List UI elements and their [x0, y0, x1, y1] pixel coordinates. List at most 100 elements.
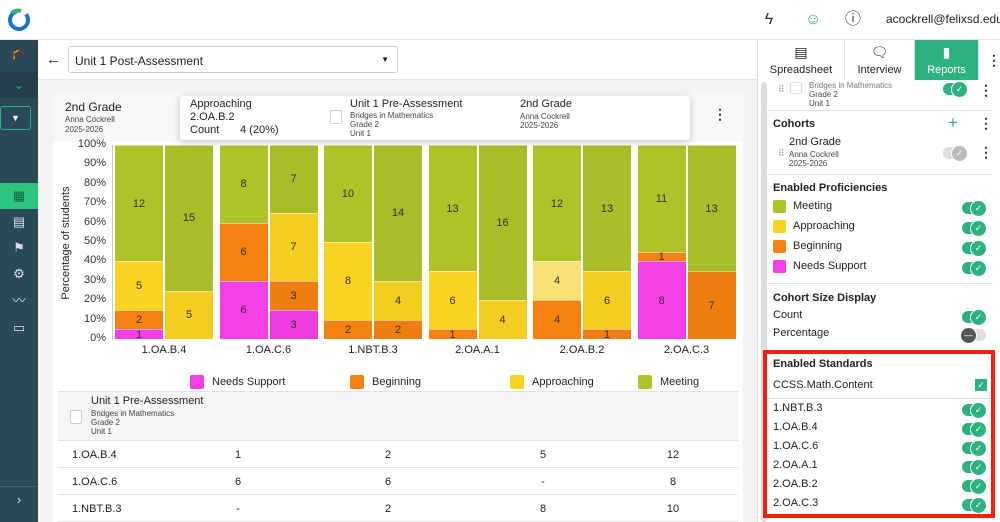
proficiency-toggle[interactable]	[962, 200, 987, 217]
bar-segment-beginning[interactable]: 4	[533, 300, 581, 339]
bar-segment-approaching[interactable]: 6	[428, 271, 477, 330]
standard-label: 2.OA.B.2	[773, 478, 818, 490]
bar-segment-beginning[interactable]: 6	[219, 222, 268, 281]
tab-interview[interactable]: 🗨 Interview	[845, 40, 915, 80]
pre-bar[interactable]: 4 4 12	[533, 145, 581, 339]
bar-segment-beginning[interactable]: 1	[637, 251, 686, 263]
bar-segment-beginning[interactable]: 3	[269, 280, 318, 310]
bolt-icon[interactable]: ϟ	[764, 11, 774, 28]
add-cohort-icon[interactable]: +	[948, 113, 958, 132]
bar-segment-meeting[interactable]: 13	[687, 145, 736, 272]
standard-toggle[interactable]	[962, 478, 987, 495]
tab-reports[interactable]: ▮ Reports	[915, 40, 979, 80]
trend-icon[interactable]: 〰	[12, 293, 26, 308]
back-arrow-icon[interactable]: ←	[46, 51, 61, 68]
pre-bar[interactable]: 2 8 10	[324, 145, 372, 339]
cohorts-menu-icon[interactable]: ⋮	[979, 115, 993, 131]
legend-item[interactable]: Beginning	[350, 375, 421, 389]
bar-segment-meeting[interactable]: 15	[165, 145, 213, 291]
standard-toggle[interactable]	[962, 402, 987, 419]
bar-segment-needs-support[interactable]: 6	[219, 280, 268, 339]
drag-handle-icon[interactable]: ⠿	[778, 84, 785, 94]
drag-handle-icon[interactable]: ⠿	[778, 148, 785, 158]
pre-bar[interactable]: 1 6 13	[428, 145, 477, 341]
bar-segment-approaching[interactable]: 8	[324, 242, 372, 320]
post-bar[interactable]: 2 4 14	[374, 145, 422, 339]
cohort-menu-icon[interactable]: ⋮	[979, 144, 993, 160]
assessment-select[interactable]: Unit 1 Post-Assessment ▼	[68, 46, 398, 73]
bar-segment-beginning[interactable]: 1	[583, 329, 631, 341]
pre-bar[interactable]: 8 1 11	[637, 145, 686, 339]
standard-toggle[interactable]	[962, 459, 987, 476]
post-bar[interactable]: 1 6 13	[583, 145, 631, 341]
tab-spreadsheet[interactable]: ▤ Spreadsheet	[758, 40, 845, 80]
bar-segment-meeting[interactable]: 12	[533, 145, 581, 262]
percentage-toggle[interactable]	[960, 327, 986, 344]
bar-segment-beginning[interactable]: 2	[115, 309, 163, 330]
proficiencies-title: Enabled Proficiencies	[773, 182, 888, 194]
bar-segment-beginning[interactable]: 2	[324, 319, 372, 339]
bar-segment-approaching[interactable]: 5	[165, 290, 213, 339]
count-toggle[interactable]	[962, 309, 987, 326]
bar-segment-approaching[interactable]: 4	[374, 280, 422, 320]
avatar-icon[interactable]: ☺	[804, 11, 822, 28]
bar-segment-beginning[interactable]: 1	[428, 329, 477, 341]
bar-segment-needs-support[interactable]: 1	[115, 329, 163, 341]
cohort-toggle[interactable]	[943, 145, 968, 162]
standard-toggle[interactable]	[962, 440, 987, 457]
gear-icon[interactable]: ⚙	[13, 266, 25, 281]
bar-segment-meeting[interactable]: 10	[324, 145, 372, 242]
proficiency-toggle[interactable]	[962, 220, 987, 237]
bar-segment-approaching[interactable]: 5	[115, 261, 163, 310]
document-icon[interactable]: ▤	[12, 214, 26, 229]
bar-segment-approaching[interactable]: 7	[269, 212, 318, 281]
data-label: 4	[553, 275, 561, 288]
post-bar[interactable]: 4 16	[478, 145, 527, 339]
expand-icon[interactable]: ›	[0, 486, 38, 512]
chevron-down-icon[interactable]: ⌄	[0, 72, 38, 98]
legend-swatch	[638, 375, 652, 389]
post-bar[interactable]: 7 13	[687, 145, 736, 339]
pre-bar[interactable]: 1 2 5 12	[115, 145, 163, 341]
bar-segment-meeting[interactable]: 14	[374, 145, 422, 281]
user-email[interactable]: acockrell@felixsd.edu	[886, 12, 1000, 26]
bar-segment-needs-support[interactable]: 8	[637, 261, 686, 339]
post-bar[interactable]: 5 15	[165, 145, 213, 339]
bar-segment-needs-support[interactable]: 3	[269, 309, 318, 339]
bar-segment-meeting[interactable]: 7	[269, 145, 318, 213]
bar-segment-meeting[interactable]: 13	[428, 145, 477, 272]
proficiency-toggle[interactable]	[962, 260, 987, 277]
sidebar-dropdown[interactable]: ▼	[0, 106, 31, 130]
grid-icon[interactable]: ▦	[0, 183, 38, 209]
table-header: Unit 1 Pre-Assessment Bridges in Mathema…	[58, 391, 738, 441]
folder-icon[interactable]: ▭	[12, 320, 26, 335]
standard-toggle[interactable]	[962, 497, 987, 514]
proficiency-toggle[interactable]	[962, 240, 987, 257]
pre-bar[interactable]: 6 6 8	[219, 145, 268, 339]
graduation-cap-icon[interactable]: 🎓	[10, 45, 28, 60]
bar-segment-meeting[interactable]: 16	[478, 145, 527, 301]
y-tick-label: 70%	[83, 196, 106, 209]
help-icon[interactable]: ⓘ	[844, 11, 861, 28]
bar-segment-approaching[interactable]: 4	[533, 261, 581, 301]
standards-group-checkbox[interactable]: ✓	[975, 379, 987, 391]
bar-segment-approaching[interactable]: 6	[583, 271, 631, 330]
bar-segment-approaching[interactable]: 4	[478, 300, 527, 339]
bar-segment-meeting[interactable]: 11	[637, 145, 686, 252]
flag-icon[interactable]: ⚑	[13, 240, 25, 255]
standard-toggle[interactable]	[962, 421, 987, 438]
card-menu-icon[interactable]: ⋮	[713, 106, 727, 122]
bar-segment-beginning[interactable]: 2	[374, 319, 422, 339]
bar-segment-meeting[interactable]: 13	[583, 145, 631, 272]
panel-menu-icon[interactable]: ⋮	[987, 52, 1000, 68]
bar-segment-meeting[interactable]: 8	[219, 145, 268, 223]
bar-segment-meeting[interactable]: 12	[115, 145, 163, 262]
assessment-menu-icon[interactable]: ⋮	[979, 82, 993, 98]
post-bar[interactable]: 3 3 7 7	[269, 145, 318, 339]
bar-segment-beginning[interactable]: 7	[687, 271, 736, 339]
legend-item[interactable]: Approaching	[510, 375, 594, 389]
legend-item[interactable]: Needs Support	[190, 375, 285, 389]
panel-scrollbar[interactable]	[761, 82, 767, 522]
assessment-toggle[interactable]	[943, 81, 968, 98]
legend-item[interactable]: Meeting	[638, 375, 699, 389]
